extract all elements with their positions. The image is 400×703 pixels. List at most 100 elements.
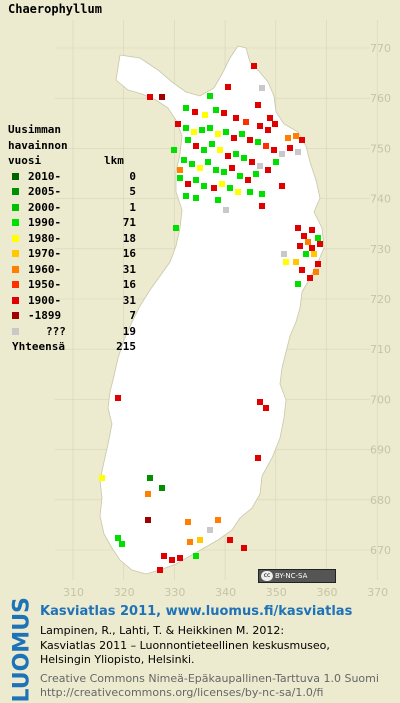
observation-dot bbox=[161, 553, 167, 559]
observation-dot bbox=[191, 129, 197, 135]
y-tick-label: 750 bbox=[370, 142, 391, 155]
legend-row: 1960- 31 bbox=[8, 262, 136, 278]
observation-dot bbox=[197, 165, 203, 171]
observation-dot bbox=[259, 85, 265, 91]
observation-dot bbox=[257, 399, 263, 405]
observation-dot bbox=[205, 159, 211, 165]
observation-dot bbox=[253, 171, 259, 177]
observation-dot bbox=[202, 112, 208, 118]
observation-dot bbox=[211, 185, 217, 191]
observation-dot bbox=[241, 545, 247, 551]
finland-landmass bbox=[99, 45, 325, 575]
observation-dot bbox=[295, 225, 301, 231]
observation-dot bbox=[279, 183, 285, 189]
observation-dot bbox=[309, 227, 315, 233]
observation-dot bbox=[192, 109, 198, 115]
legend-row: 2005- 5 bbox=[8, 184, 136, 200]
observation-dot bbox=[177, 175, 183, 181]
luomus-logo: LUOMUS bbox=[9, 597, 35, 703]
observation-dot bbox=[247, 189, 253, 195]
legend-total: Yhteensä 215 bbox=[8, 339, 136, 355]
y-tick-label: 700 bbox=[370, 393, 391, 406]
observation-dot bbox=[209, 141, 215, 147]
legend-year: 2010- bbox=[28, 169, 62, 183]
legend-year: 1980- bbox=[28, 231, 62, 245]
y-tick-label: 720 bbox=[370, 293, 391, 306]
observation-dot bbox=[219, 181, 225, 187]
y-tick-label: 670 bbox=[370, 544, 391, 557]
observation-dot bbox=[159, 94, 165, 100]
observation-dot bbox=[183, 125, 189, 131]
legend-row: ??? 19 bbox=[8, 324, 136, 340]
observation-dot bbox=[221, 169, 227, 175]
observation-dot bbox=[301, 233, 307, 239]
observation-dot bbox=[171, 147, 177, 153]
observation-dot bbox=[263, 143, 269, 149]
observation-dot bbox=[241, 155, 247, 161]
observation-dot bbox=[177, 555, 183, 561]
observation-dot bbox=[145, 517, 151, 523]
x-tick-label: 370 bbox=[367, 586, 388, 599]
observation-dot bbox=[247, 137, 253, 143]
legend-year: 2005- bbox=[28, 185, 62, 198]
footer-license-2[interactable]: http://creativecommons.org/licenses/by-n… bbox=[40, 686, 324, 699]
legend-count: 7 bbox=[129, 309, 136, 322]
observation-dot bbox=[255, 102, 261, 108]
map-title: Chaerophyllum bbox=[8, 2, 102, 16]
observation-dot bbox=[193, 195, 199, 201]
observation-dot bbox=[173, 225, 179, 231]
observation-dot bbox=[169, 557, 175, 563]
legend-swatch bbox=[12, 203, 19, 211]
legend-row: 1980- 18 bbox=[8, 231, 136, 247]
legend-header-3: vuosi lkm bbox=[8, 153, 124, 169]
observation-dot bbox=[311, 251, 317, 257]
footer-site-link[interactable]: Kasviatlas 2011, www.luomus.fi/kasviatla… bbox=[40, 604, 353, 619]
legend-header-2: havainnon bbox=[8, 138, 68, 152]
observation-dot bbox=[231, 135, 237, 141]
legend-count: 31 bbox=[122, 293, 136, 307]
cc-icon: cc bbox=[261, 571, 273, 581]
observation-dot bbox=[207, 527, 213, 533]
legend-total-count: 215 bbox=[116, 340, 136, 353]
observation-dot bbox=[281, 251, 287, 257]
legend-row: 2010- 0 bbox=[8, 169, 136, 185]
cc-license-badge[interactable]: cc BY-NC-SA bbox=[258, 569, 336, 583]
observation-dot bbox=[251, 63, 257, 69]
y-tick-label: 730 bbox=[370, 243, 391, 256]
legend-count: 18 bbox=[122, 231, 136, 245]
observation-dot bbox=[317, 241, 323, 247]
legend-swatch bbox=[12, 296, 19, 304]
observation-dot bbox=[183, 105, 189, 111]
x-tick-label: 360 bbox=[317, 586, 338, 599]
observation-dot bbox=[285, 135, 291, 141]
observation-dot bbox=[193, 177, 199, 183]
y-axis-ticks: 770 760 750 740 730 720 710 700 690 680 670 bbox=[370, 42, 391, 557]
legend-year: -1899 bbox=[28, 309, 62, 322]
observation-dot bbox=[223, 207, 229, 213]
observation-dots bbox=[99, 63, 323, 573]
legend-count: 1 bbox=[129, 200, 136, 214]
observation-dot bbox=[315, 261, 321, 267]
legend: Uusimman havainnon vuosi lkm 2010- 0 2005-… bbox=[8, 122, 136, 355]
legend-swatch bbox=[12, 281, 19, 288]
observation-dot bbox=[265, 127, 271, 133]
observation-dot bbox=[221, 110, 227, 116]
observation-dot bbox=[245, 177, 251, 183]
legend-swatch bbox=[12, 327, 19, 335]
observation-dot bbox=[295, 281, 301, 287]
observation-dot bbox=[201, 183, 207, 189]
observation-dot bbox=[297, 243, 303, 249]
legend-count: 0 bbox=[129, 169, 136, 183]
observation-dot bbox=[207, 93, 213, 99]
x-axis-ticks: 310 320 330 340 350 360 370 bbox=[63, 586, 388, 599]
observation-dot bbox=[293, 259, 299, 265]
observation-dot bbox=[233, 151, 239, 157]
observation-dot bbox=[243, 119, 249, 125]
observation-dot bbox=[199, 127, 205, 133]
observation-dot bbox=[255, 455, 261, 461]
observation-dot bbox=[213, 167, 219, 173]
legend-count: 16 bbox=[122, 247, 136, 260]
observation-dot bbox=[279, 151, 285, 157]
legend-count: 19 bbox=[122, 324, 136, 338]
